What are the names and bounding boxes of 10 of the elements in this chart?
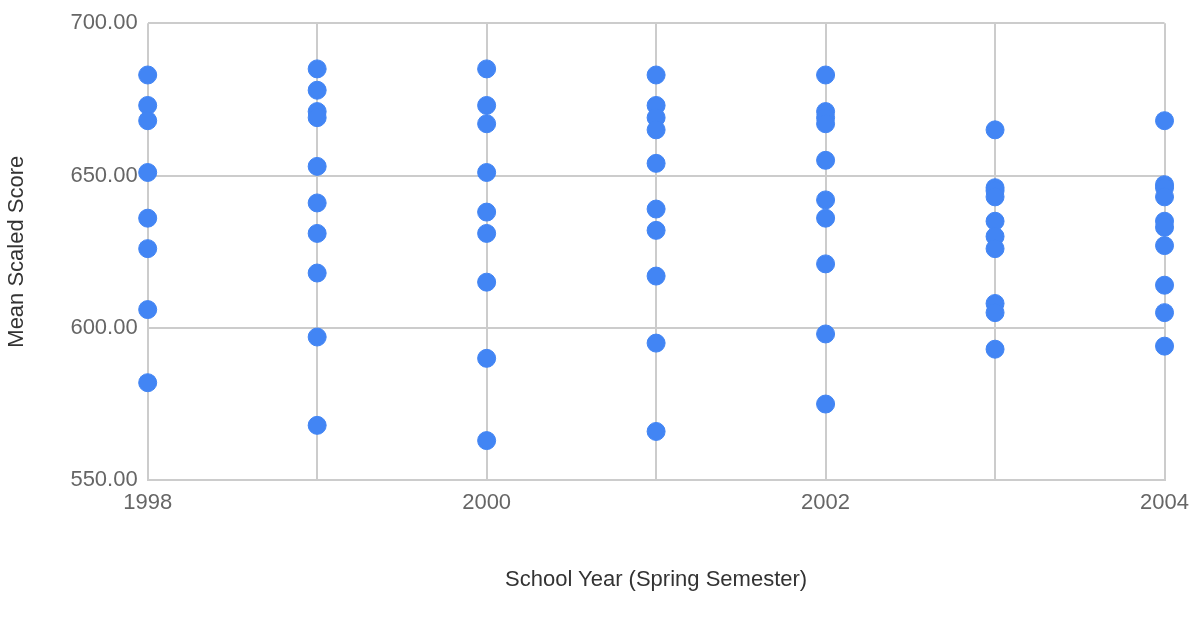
y-tick-label: 650.00 <box>70 161 138 187</box>
x-axis-title: School Year (Spring Semester) <box>505 565 808 591</box>
x-tick-label: 2000 <box>462 489 512 515</box>
x-tick-label: 2004 <box>1140 489 1190 515</box>
x-tick-label: 2002 <box>801 489 851 515</box>
y-tick-label: 600.00 <box>70 313 138 339</box>
y-axis-title: Mean Scaled Score <box>3 155 29 348</box>
y-tick-label: 700.00 <box>70 9 138 35</box>
y-tick-label: 550.00 <box>70 466 138 492</box>
x-tick-label: 1998 <box>123 489 173 515</box>
